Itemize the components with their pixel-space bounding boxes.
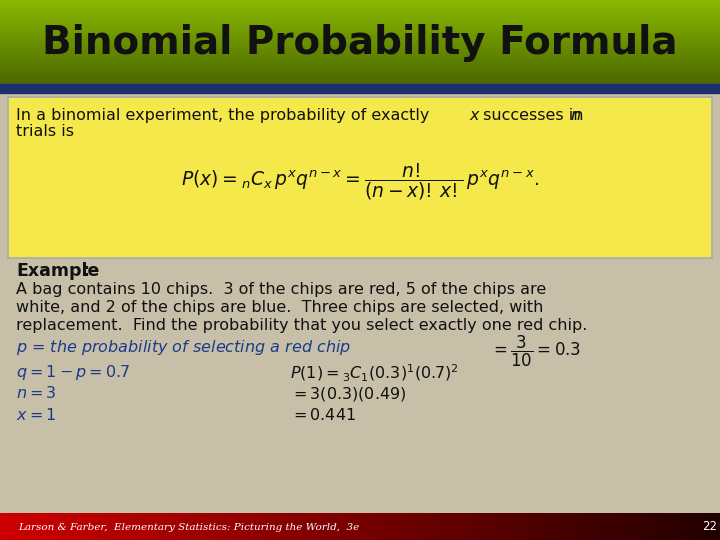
Text: $p$ = the probability of selecting a red chip: $p$ = the probability of selecting a red…: [16, 338, 351, 357]
Text: In a binomial experiment, the probability of exactly: In a binomial experiment, the probabilit…: [16, 108, 434, 123]
Text: x: x: [469, 108, 479, 123]
Text: n: n: [570, 108, 580, 123]
Text: replacement.  Find the probability that you select exactly one red chip.: replacement. Find the probability that y…: [16, 318, 588, 333]
Text: Example: Example: [16, 262, 99, 280]
Text: successes in: successes in: [478, 108, 589, 123]
Text: $q = 1 - p = 0.7$: $q = 1 - p = 0.7$: [16, 363, 130, 382]
Text: $= 3(0.3)(0.49)$: $= 3(0.3)(0.49)$: [290, 385, 407, 403]
Text: A bag contains 10 chips.  3 of the chips are red, 5 of the chips are: A bag contains 10 chips. 3 of the chips …: [16, 282, 546, 297]
Text: $= \dfrac{3}{10} = 0.3$: $= \dfrac{3}{10} = 0.3$: [490, 334, 581, 369]
Text: :: :: [83, 262, 90, 280]
Text: white, and 2 of the chips are blue.  Three chips are selected, with: white, and 2 of the chips are blue. Thre…: [16, 300, 544, 315]
Text: $n = 3$: $n = 3$: [16, 385, 57, 401]
Text: $= 0.441$: $= 0.441$: [290, 407, 356, 423]
Text: Larson & Farber,  Elementary Statistics: Picturing the World,  3e: Larson & Farber, Elementary Statistics: …: [18, 523, 359, 531]
Text: trials is: trials is: [16, 124, 74, 139]
FancyBboxPatch shape: [8, 97, 712, 258]
Text: $x = 1$: $x = 1$: [16, 407, 56, 423]
Bar: [0, 84, 720, 93]
Text: Binomial Probability Formula: Binomial Probability Formula: [42, 24, 678, 62]
Text: 22: 22: [702, 521, 717, 534]
Text: $P(1) = {_3}C_1(0.3)^1(0.7)^2$: $P(1) = {_3}C_1(0.3)^1(0.7)^2$: [290, 363, 459, 384]
Text: $P(x) = {_n}C_x\,p^x q^{n-x} = \dfrac{n!}{(n-x)!\,x!}\,p^x q^{n-x}.$: $P(x) = {_n}C_x\,p^x q^{n-x} = \dfrac{n!…: [181, 161, 539, 202]
